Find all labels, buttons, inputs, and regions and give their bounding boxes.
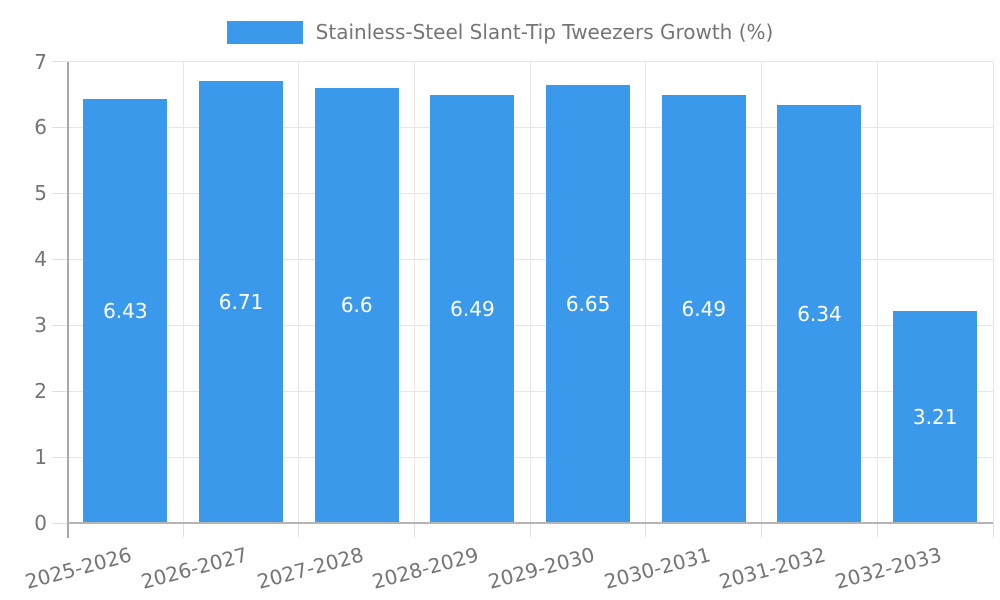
x-axis-tick: [182, 523, 184, 537]
bar[interactable]: 6.34: [777, 105, 862, 523]
x-tick-label: 2029-2030: [485, 542, 598, 594]
x-axis-line: [67, 522, 993, 524]
bar-value-label: 6.49: [681, 297, 727, 322]
bar[interactable]: 6.49: [430, 95, 515, 523]
x-tick-label: 2027-2028: [254, 542, 366, 594]
y-tick-label: 6: [34, 115, 47, 140]
gridline-vertical: [645, 61, 647, 523]
chart-legend[interactable]: Stainless-Steel Slant-Tip Tweezers Growt…: [0, 19, 1000, 45]
gridline-vertical: [992, 61, 994, 523]
y-axis-tick: [52, 324, 68, 326]
x-axis-tick: [298, 523, 300, 537]
y-tick-label: 7: [34, 49, 47, 74]
bar[interactable]: 6.6: [314, 87, 399, 523]
gridline-vertical: [761, 61, 763, 523]
x-axis-tick: [876, 523, 878, 537]
y-tick-label: 3: [34, 313, 47, 338]
y-axis-tick: [52, 61, 68, 62]
y-axis-line: [66, 61, 69, 538]
x-axis-tick: [645, 523, 647, 537]
x-tick-label: 2025-2026: [22, 542, 135, 594]
legend-swatch: [226, 20, 303, 44]
x-axis-tick: [992, 523, 994, 537]
gridline-vertical: [182, 61, 184, 523]
bar-value-label: 6.6: [340, 293, 373, 318]
bar-value-label: 6.71: [218, 289, 264, 314]
y-axis-tick: [52, 390, 68, 392]
bar-value-label: 6.65: [565, 291, 611, 316]
x-axis-tick: [414, 523, 416, 537]
bar-value-label: 6.49: [450, 297, 495, 322]
y-axis-tick: [52, 126, 68, 128]
bar-value-label: 6.43: [103, 299, 148, 324]
x-tick-label: 2032-2033: [832, 542, 945, 594]
bar[interactable]: 3.21: [893, 311, 978, 523]
x-tick-label: 2028-2029: [369, 542, 482, 594]
bar[interactable]: 6.71: [199, 80, 284, 523]
gridline-vertical: [529, 61, 531, 523]
gridline-vertical: [298, 61, 300, 523]
legend-label: Stainless-Steel Slant-Tip Tweezers Growt…: [315, 20, 774, 44]
y-axis-tick: [52, 192, 68, 194]
y-axis-tick: [52, 456, 68, 458]
y-tick-label: 5: [34, 181, 47, 206]
bar[interactable]: 6.49: [661, 95, 746, 523]
y-axis-tick: [52, 522, 68, 524]
gridline-vertical: [876, 61, 878, 523]
bar-value-label: 6.34: [797, 301, 842, 326]
y-tick-label: 0: [34, 511, 47, 535]
y-tick-label: 4: [34, 247, 47, 272]
y-tick-label: 1: [34, 445, 47, 470]
x-axis-tick: [529, 523, 531, 537]
x-tick-label: 2031-2032: [717, 542, 829, 594]
x-tick-label: 2026-2027: [138, 542, 251, 594]
y-axis-tick: [52, 258, 68, 260]
bar[interactable]: 6.65: [546, 84, 631, 523]
bar[interactable]: 6.43: [83, 99, 168, 523]
y-tick-label: 2: [34, 379, 47, 404]
gridline-vertical: [414, 61, 416, 523]
x-tick-label: 2030-2031: [601, 542, 713, 594]
bar-value-label: 3.21: [912, 405, 958, 430]
x-axis-tick: [761, 523, 763, 537]
